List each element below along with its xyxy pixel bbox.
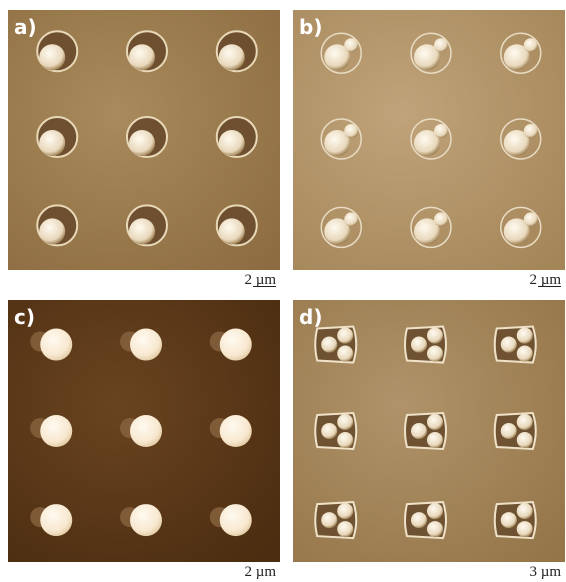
particle-small	[344, 38, 358, 52]
panel-label: a)	[14, 15, 37, 39]
particle	[130, 415, 162, 447]
scale-bar: 2 µm	[8, 562, 280, 582]
particle	[219, 218, 245, 244]
particle	[337, 414, 353, 430]
particle	[129, 218, 155, 244]
panel-label: b)	[299, 15, 322, 39]
particle	[40, 504, 72, 536]
particle-small	[524, 212, 538, 226]
micrograph: c)	[8, 300, 280, 562]
scale-bar: 3 µm	[293, 562, 565, 582]
particle-small	[524, 38, 538, 52]
particle-small	[434, 212, 448, 226]
particle	[337, 432, 353, 448]
particle-small	[434, 38, 448, 52]
particle	[517, 521, 533, 537]
particle	[337, 346, 353, 362]
particle	[517, 432, 533, 448]
particle-small	[344, 212, 358, 226]
particle	[501, 423, 517, 439]
particle	[517, 503, 533, 519]
particle-small	[434, 124, 448, 138]
particle-small	[524, 124, 538, 138]
particle	[337, 503, 353, 519]
particle	[129, 44, 155, 70]
scale-label: 3 µm	[529, 564, 561, 580]
particle	[40, 329, 72, 361]
particle	[411, 512, 427, 528]
scale-bar: 2 µm	[8, 270, 280, 290]
particle	[321, 337, 337, 353]
micrograph: b)	[293, 10, 565, 270]
particle	[517, 414, 533, 430]
particle	[219, 44, 245, 70]
particle	[427, 503, 443, 519]
particle	[517, 328, 533, 344]
particle	[219, 130, 245, 156]
particle	[411, 423, 427, 439]
panel: c) 2 µm	[8, 300, 280, 582]
particle	[501, 512, 517, 528]
particle	[427, 432, 443, 448]
particle	[130, 504, 162, 536]
particle-small	[344, 124, 358, 138]
particle	[39, 130, 65, 156]
particle	[427, 521, 443, 537]
particle	[129, 130, 155, 156]
particle	[220, 329, 252, 361]
particle	[220, 504, 252, 536]
particle	[427, 346, 443, 362]
particle	[321, 423, 337, 439]
scale-label: 2 µm	[244, 564, 276, 580]
scale-label: 2 µm	[529, 272, 561, 288]
scale-bar: 2 µm	[293, 270, 565, 290]
particle	[427, 328, 443, 344]
particle	[39, 44, 65, 70]
panel-label: c)	[14, 305, 35, 329]
particle	[321, 512, 337, 528]
particle	[411, 337, 427, 353]
panel-label: d)	[299, 305, 322, 329]
particle	[517, 346, 533, 362]
particle	[220, 415, 252, 447]
particle	[130, 329, 162, 361]
figure: a) 2 µm b) 2 µm c) 2 µm d) 3 µm	[0, 0, 566, 580]
panel: d) 3 µm	[293, 300, 565, 582]
micrograph: d)	[293, 300, 565, 562]
particle	[337, 328, 353, 344]
particle	[39, 218, 65, 244]
particle	[40, 415, 72, 447]
particle	[427, 414, 443, 430]
scale-label: 2 µm	[244, 272, 276, 288]
particle	[337, 521, 353, 537]
particle	[501, 337, 517, 353]
panel: b) 2 µm	[293, 10, 565, 290]
micrograph: a)	[8, 10, 280, 270]
panel: a) 2 µm	[8, 10, 280, 290]
